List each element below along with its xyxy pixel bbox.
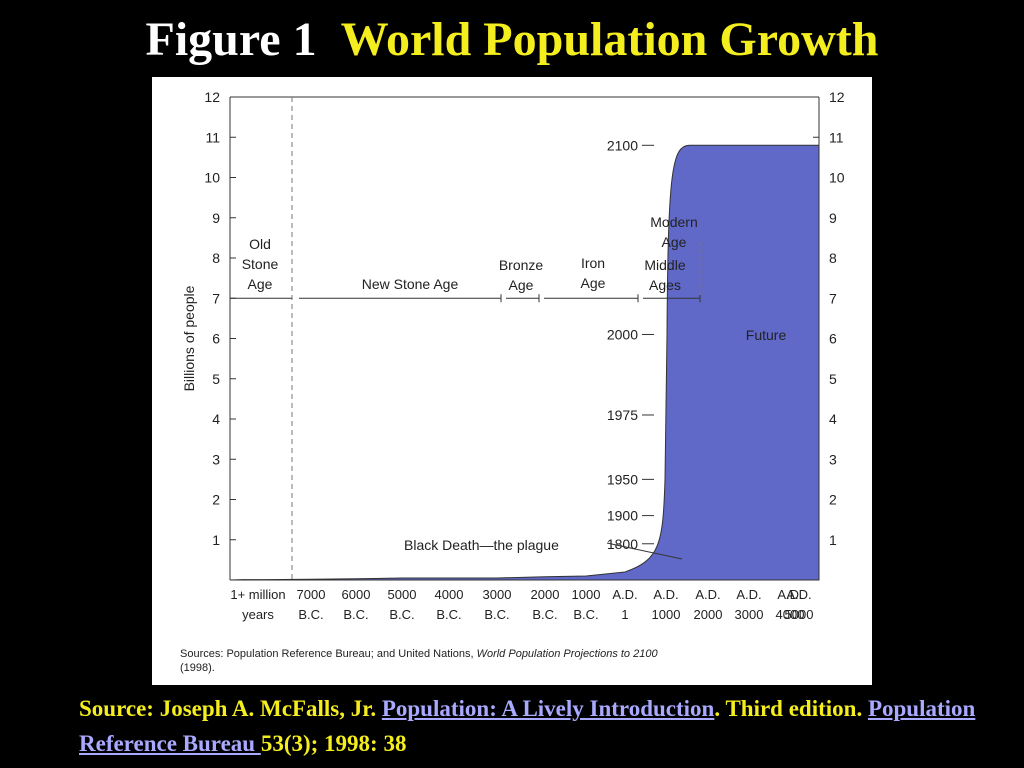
y-tick-label-left: 9 bbox=[212, 210, 220, 226]
x-tick-label: 4000 bbox=[776, 607, 805, 622]
era-label: Iron bbox=[581, 255, 605, 271]
year-marker-label: 1900 bbox=[607, 508, 638, 524]
year-marker-label: 2000 bbox=[607, 326, 638, 342]
y-tick-label-left: 5 bbox=[212, 371, 220, 387]
x-tick-label: 1+ million bbox=[230, 587, 285, 602]
chart-source-year: (1998). bbox=[180, 662, 215, 674]
y-tick-label-left: 12 bbox=[204, 89, 220, 105]
y-tick-label-right: 6 bbox=[829, 331, 837, 347]
x-tick-label: 3000 bbox=[483, 587, 512, 602]
y-axis-label: Billions of people bbox=[181, 285, 197, 391]
era-label: Middle bbox=[644, 257, 685, 273]
y-tick-label-left: 8 bbox=[212, 250, 220, 266]
y-tick-label-right: 11 bbox=[829, 129, 844, 145]
x-tick-label: 4000 bbox=[435, 587, 464, 602]
population-area bbox=[229, 144, 820, 581]
x-tick-label: 6000 bbox=[342, 587, 371, 602]
era-label: Stone bbox=[242, 256, 279, 272]
x-tick-label: A.D. bbox=[786, 587, 811, 602]
y-tick-label-left: 1 bbox=[212, 532, 220, 548]
year-marker-label: 2100 bbox=[607, 137, 638, 153]
era-label: Age bbox=[662, 234, 687, 250]
x-tick-label: 2000 bbox=[694, 607, 723, 622]
year-marker-label: 1950 bbox=[607, 471, 638, 487]
year-marker-label: 1975 bbox=[607, 407, 638, 423]
era-label: Modern bbox=[650, 214, 697, 230]
x-tick-label: A.D. bbox=[653, 587, 678, 602]
x-tick-label: B.C. bbox=[389, 607, 414, 622]
y-tick-label-left: 2 bbox=[212, 492, 220, 508]
y-tick-label-left: 10 bbox=[204, 170, 220, 186]
x-tick-label: 1000 bbox=[652, 607, 681, 622]
x-tick-label: B.C. bbox=[298, 607, 323, 622]
source-prefix: Source: Joseph A. McFalls, Jr. bbox=[79, 696, 382, 721]
y-tick-label-left: 6 bbox=[212, 331, 220, 347]
era-label: Ages bbox=[649, 277, 681, 293]
book-title-link[interactable]: Population: A Lively Introduction bbox=[381, 696, 715, 721]
x-tick-label: A.D. bbox=[777, 587, 802, 602]
y-tick-label-right: 12 bbox=[829, 89, 845, 105]
x-tick-label: B.C. bbox=[436, 607, 461, 622]
era-label: Age bbox=[509, 277, 534, 293]
era-label: Bronze bbox=[499, 257, 544, 273]
future-label: Future bbox=[746, 327, 787, 343]
title-main: World Population Growth bbox=[340, 13, 879, 66]
title-prefix: Figure 1 bbox=[145, 13, 317, 66]
y-tick-label-right: 8 bbox=[829, 250, 837, 266]
plague-label: Black Death—the plague bbox=[404, 537, 559, 553]
era-label: Age bbox=[248, 276, 273, 292]
x-tick-label: years bbox=[242, 607, 274, 622]
chart-source-line: Sources: Population Reference Bureau; an… bbox=[180, 648, 658, 660]
x-tick-label: A.D. bbox=[736, 587, 761, 602]
x-tick-label: A.D. bbox=[695, 587, 720, 602]
x-tick-label: 1000 bbox=[572, 587, 601, 602]
chart-source-title: World Population Projections to 2100 bbox=[477, 648, 659, 660]
y-tick-label-right: 3 bbox=[829, 451, 837, 467]
publisher-link[interactable]: Population Reference Bureau bbox=[79, 696, 976, 756]
x-tick-label: A.D. bbox=[612, 587, 637, 602]
era-label: Age bbox=[581, 275, 606, 291]
source-middle: . Third edition. bbox=[714, 696, 868, 721]
y-tick-label-left: 11 bbox=[205, 129, 220, 145]
y-tick-label-right: 9 bbox=[829, 210, 837, 226]
plague-pointer bbox=[606, 542, 683, 560]
y-tick-label-right: 7 bbox=[829, 290, 837, 306]
source-suffix: 53(3); 1998: 38 bbox=[260, 731, 407, 756]
y-tick-label-right: 4 bbox=[829, 411, 837, 427]
chart-panel: 1 1 2 2 3 3 4 4 5 5 6 6 7 7 8 8 9 9 10 10 11 11 12 12 Billions o… bbox=[152, 77, 872, 685]
era-label: Old bbox=[249, 236, 271, 252]
x-tick-label: 1 bbox=[621, 607, 628, 622]
y-tick-label-right: 2 bbox=[829, 492, 837, 508]
x-tick-label: B.C. bbox=[532, 607, 557, 622]
source-note: Source: Joseph A. McFalls, Jr. Populatio… bbox=[79, 691, 979, 761]
era-label: New Stone Age bbox=[362, 276, 459, 292]
x-tick-label: B.C. bbox=[573, 607, 598, 622]
x-tick-label: B.C. bbox=[343, 607, 368, 622]
x-tick-label: B.C. bbox=[484, 607, 509, 622]
y-tick-label-left: 7 bbox=[212, 290, 220, 306]
x-tick-label: 2000 bbox=[531, 587, 560, 602]
y-tick-label-left: 3 bbox=[212, 451, 220, 467]
x-tick-label: 7000 bbox=[297, 587, 326, 602]
y-tick-label-right: 10 bbox=[829, 170, 845, 186]
x-tick-label: 3000 bbox=[735, 607, 764, 622]
x-tick-label: 5000 bbox=[388, 587, 417, 602]
y-tick-label-right: 5 bbox=[829, 371, 837, 387]
y-tick-label-right: 1 bbox=[829, 532, 837, 548]
y-tick-label-left: 4 bbox=[212, 411, 220, 427]
x-tick-label: 5000 bbox=[785, 607, 814, 622]
slide-title: Figure 1 World Population Growth bbox=[0, 10, 1024, 70]
